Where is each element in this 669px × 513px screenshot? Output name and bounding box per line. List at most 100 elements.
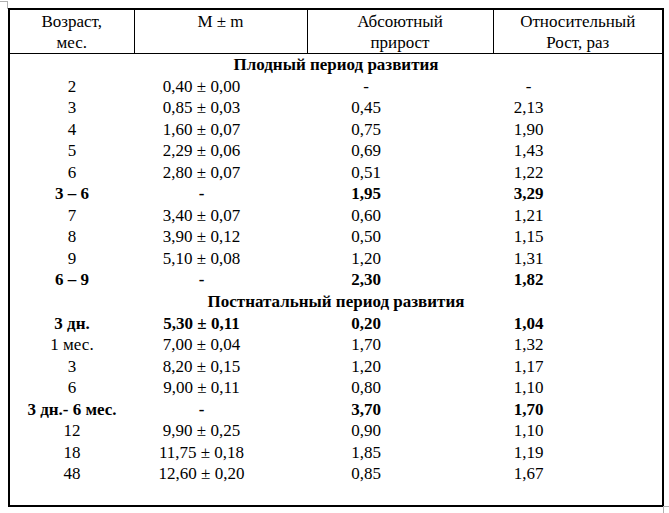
cell-relative-growth: 1,43 [493,141,663,163]
cell-absolute-growth: 0,60 [307,205,493,227]
cell-absolute-growth: 0,80 [307,378,493,400]
cell-age: 1 мес. [9,335,134,357]
cell-relative-growth: 1,10 [493,378,663,400]
cell-m-plus-minus-m: 2,29 ± 0,06 [134,141,307,163]
cell-absolute-growth: 0,45 [307,98,493,120]
cell-absolute-growth: 0,85 [307,464,493,486]
cell-relative-growth: 1,22 [493,162,663,184]
section-header-label: Постнатальный период развития [9,291,663,313]
cell-m-plus-minus-m: 7,00 ± 0,04 [134,335,307,357]
table-row: 6 9,00 ± 0,11 0,80 1,10 [9,378,663,400]
table-resize-handle-artifact-bottom-right [663,506,669,513]
cell-relative-growth: 1,10 [493,421,663,443]
cell-relative-growth: 1,17 [493,356,663,378]
table-row [9,485,663,506]
cell-age: 3 [9,356,134,378]
cell-relative-growth: - [493,76,663,98]
table-row: 8 3,90 ± 0,12 0,50 1,15 [9,227,663,249]
table-row: 3 8,20 ± 0,15 1,20 1,17 [9,356,663,378]
cell-m-plus-minus-m: - [134,270,307,292]
cell-age: 18 [9,442,134,464]
table-row: 4 1,60 ± 0,07 0,75 1,90 [9,119,663,141]
column-header-absolute-line2: прирост [308,32,493,53]
cell-age: 3 дн. [9,313,134,335]
cell-age: 8 [9,227,134,249]
table-header: Возраст, мес. M ± m Абсоютный прирост От… [9,9,663,54]
cell-m-plus-minus-m: 11,75 ± 0,18 [134,442,307,464]
cell-absolute-growth: 2,30 [307,270,493,292]
cell-relative-growth: 1,15 [493,227,663,249]
header-row: Возраст, мес. M ± m Абсоютный прирост От… [9,9,663,54]
cell-m-plus-minus-m: - [134,184,307,206]
cell-age: 6 – 9 [9,270,134,292]
table-row: 3 дн. 5,30 ± 0,11 0,20 1,04 [9,313,663,335]
column-header-absolute-growth: Абсоютный прирост [307,9,493,54]
cell-absolute-growth [307,485,493,506]
cell-m-plus-minus-m: 8,20 ± 0,15 [134,356,307,378]
cell-age: 3 дн.- 6 мес. [9,399,134,421]
cell-age: 2 [9,76,134,98]
cell-absolute-growth: - [307,76,493,98]
cell-age: 6 [9,162,134,184]
table-row: 7 3,40 ± 0,07 0,60 1,21 [9,205,663,227]
cell-relative-growth: 1,04 [493,313,663,335]
cell-absolute-growth: 1,70 [307,335,493,357]
cell-relative-growth: 1,82 [493,270,663,292]
cell-relative-growth: 1,21 [493,205,663,227]
cell-m-plus-minus-m: 0,85 ± 0,03 [134,98,307,120]
cell-age: 6 [9,378,134,400]
cell-m-plus-minus-m: 3,40 ± 0,07 [134,205,307,227]
cell-absolute-growth: 1,20 [307,356,493,378]
cell-relative-growth: 1,32 [493,335,663,357]
cell-absolute-growth: 0,50 [307,227,493,249]
cell-age: 5 [9,141,134,163]
cell-age: 7 [9,205,134,227]
cell-age: 4 [9,119,134,141]
document-page: Возраст, мес. M ± m Абсоютный прирост От… [0,0,669,513]
cell-absolute-growth: 0,75 [307,119,493,141]
section-header-row: Постнатальный период развития [9,291,663,313]
cell-relative-growth: 3,29 [493,184,663,206]
cell-absolute-growth: 1,20 [307,248,493,270]
column-header-relative-line1: Относительный [494,11,663,32]
column-header-age-line2: мес. [10,32,134,53]
growth-table: Возраст, мес. M ± m Абсоютный прирост От… [8,8,664,507]
table-row: 3 дн.- 6 мес. - 3,70 1,70 [9,399,663,421]
column-header-m-line2 [135,32,307,53]
cell-relative-growth: 1,90 [493,119,663,141]
cell-absolute-growth: 0,51 [307,162,493,184]
table-row: 2 0,40 ± 0,00 - - [9,76,663,98]
cell-absolute-growth: 0,69 [307,141,493,163]
table-body: Плодный период развития 2 0,40 ± 0,00 - … [9,54,663,507]
cell-absolute-growth: 1,95 [307,184,493,206]
cell-age: 9 [9,248,134,270]
cell-relative-growth: 2,13 [493,98,663,120]
table-row: 12 9,90 ± 0,25 0,90 1,10 [9,421,663,443]
cell-m-plus-minus-m: 12,60 ± 0,20 [134,464,307,486]
cell-relative-growth: 1,67 [493,464,663,486]
cell-m-plus-minus-m: - [134,399,307,421]
cell-m-plus-minus-m: 2,80 ± 0,07 [134,162,307,184]
table-row: 6 2,80 ± 0,07 0,51 1,22 [9,162,663,184]
cell-m-plus-minus-m [134,485,307,506]
cell-age: 3 – 6 [9,184,134,206]
table-row: 3 0,85 ± 0,03 0,45 2,13 [9,98,663,120]
column-header-m-plus-minus-m: M ± m [134,9,307,54]
table-row: 3 – 6 - 1,95 3,29 [9,184,663,206]
table-row: 48 12,60 ± 0,20 0,85 1,67 [9,464,663,486]
table-row: 5 2,29 ± 0,06 0,69 1,43 [9,141,663,163]
cell-relative-growth: 1,19 [493,442,663,464]
cell-age: 3 [9,98,134,120]
cell-m-plus-minus-m: 9,00 ± 0,11 [134,378,307,400]
cell-absolute-growth: 3,70 [307,399,493,421]
cell-absolute-growth: 0,90 [307,421,493,443]
cell-m-plus-minus-m: 1,60 ± 0,07 [134,119,307,141]
table-row: 1 мес. 7,00 ± 0,04 1,70 1,32 [9,335,663,357]
cell-m-plus-minus-m: 5,30 ± 0,11 [134,313,307,335]
cell-age [9,485,134,506]
cell-age: 48 [9,464,134,486]
section-header-label: Плодный период развития [9,54,663,77]
cell-relative-growth [493,485,663,506]
cell-age: 12 [9,421,134,443]
column-header-absolute-line1: Абсоютный [308,11,493,32]
